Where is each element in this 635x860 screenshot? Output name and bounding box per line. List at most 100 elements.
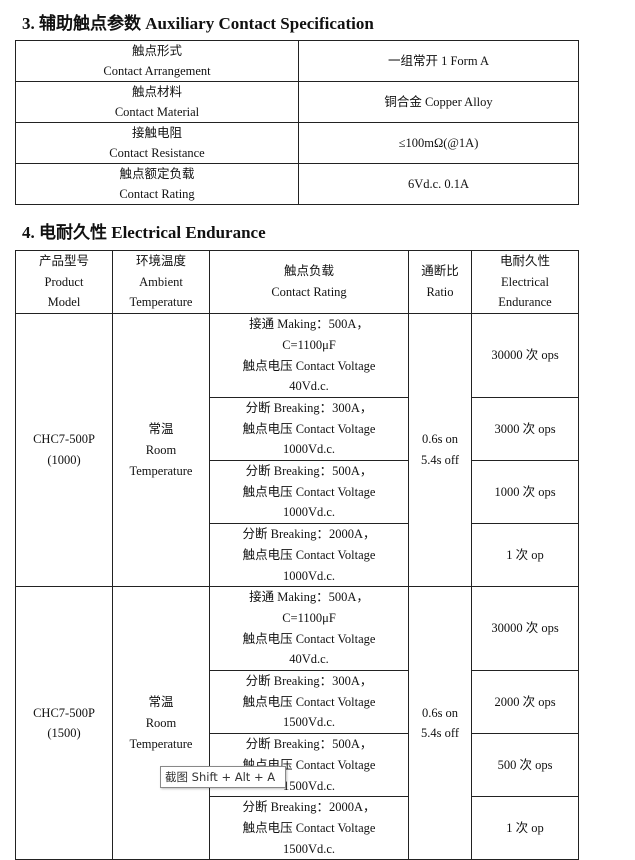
table-row: 分断 Breaking：300A， 触点电压 Contact Voltage 150… [16,670,579,735]
ambient-temperature-line: Temperature [129,463,193,478]
product-model-line: (1000) [47,453,81,468]
contact-rating-line: 1000Vd.c. [282,442,336,457]
ambient-temperature-line: Room [145,715,177,730]
table-row: 触点材料 Contact Material 铜合金 Copper Alloy [15,81,579,123]
spec-label: 接触电阻 Contact Resistance [15,122,299,164]
contact-rating: 接通 Making：500A， C=1100μF 触点电压 Contact Volt… [209,586,409,672]
column-header-line: Ambient [139,274,183,289]
contact-rating-line: 1000Vd.c. [282,568,336,583]
electrical-endurance: 1 次 op [471,523,579,588]
column-header: 电耐久性 Electrical Endurance [471,249,579,315]
column-header-line: Temperature [129,295,193,310]
product-model-line: (1500) [47,726,81,741]
table-row: CHC7-500P (1000) 常温 Room Temperature 接通 Makin… [15,313,579,588]
screenshot-tooltip: 截图 Shift + Alt + A [160,766,286,788]
product-model: CHC7-500P (1000) [15,313,113,588]
contact-rating-line: 接通 Making：500A， [249,590,369,605]
table-row: 分断 Breaking：2000A， 触点电压 Contact Voltage 10… [16,523,579,588]
table-row: 触点形式 Contact Arrangement 一组常开 1 Form A [15,40,579,82]
contact-rating-line: 触点电压 Contact Voltage [242,421,376,436]
contact-rating: 分断 Breaking：500A， 触点电压 Contact Voltage 100… [209,460,409,525]
spec-value: ≤100mΩ(@1A) [298,122,579,164]
ratio-line: 0.6s on [421,705,459,720]
contact-rating-line: 分断 Breaking：500A， [245,464,373,479]
ratio-line: 5.4s off [421,453,459,468]
electrical-endurance-table: 产品型号 Product Model 环境温度 Ambient Temperature 触点… [15,249,579,860]
contact-rating: 分断 Breaking：500A， 触点电压 Contact Voltage 150… [209,733,409,798]
section-3-title: 3. 辅助触点参数 Auxiliary Contact Specificatio… [22,14,374,33]
electrical-endurance: 1000 次 ops [471,460,579,525]
ratio: 0.6s on 5.4s off [408,586,472,860]
contact-rating-line: 1000Vd.c. [282,505,336,520]
ambient-temperature-line: Room [145,442,177,457]
ambient-temperature: 常温 Room Temperature [112,313,210,588]
table-row: 接触电阻 Contact Resistance ≤100mΩ(@1A) [15,122,579,164]
contact-rating-line: 40Vd.c. [289,652,329,667]
section-4-title: 4. 电耐久性 Electrical Endurance [22,223,266,242]
column-header: 环境温度 Ambient Temperature [112,249,210,315]
column-header: 触点负载 Contact Rating [209,249,409,315]
contact-rating-line: 分断 Breaking：2000A， [242,527,376,542]
spec-value: 一组常开 1 Form A [298,40,579,82]
spec-label: 触点形式 Contact Arrangement [15,40,299,82]
contact-rating: 分断 Breaking：300A， 触点电压 Contact Voltage 150… [209,670,409,735]
electrical-endurance: 500 次 ops [471,733,579,798]
column-header: 产品型号 Product Model [15,249,113,315]
electrical-endurance: 3000 次 ops [471,396,579,462]
contact-rating-line: 触点电压 Contact Voltage [242,484,376,499]
column-header-line: Endurance [498,295,552,310]
table-row: 触点额定负载 Contact Rating 6Vd.c. 0.1A [15,163,579,205]
contact-rating: 分断 Breaking：300A， 触点电压 Contact Voltage 100… [209,396,409,462]
spec-value: 6Vd.c. 0.1A [298,163,579,205]
contact-rating: 接通 Making：500A， C=1100μF 触点电压 Contact Volt… [209,313,409,398]
contact-rating-line: 分断 Breaking：2000A， [242,800,376,815]
label-cn: 触点材料 [131,85,182,99]
product-model-line: CHC7-500P [33,705,95,720]
label-cn: 触点形式 [131,44,182,58]
contact-rating-line: 触点电压 Contact Voltage [242,694,376,709]
product-model: CHC7-500P (1500) [15,586,113,860]
ratio: 0.6s on 5.4s off [408,313,472,588]
electrical-endurance: 1 次 op [471,796,579,860]
electrical-endurance: 30000 次 ops [471,313,579,398]
column-header-line: 通断比 [421,264,459,279]
column-header: 通断比 Ratio [408,249,472,315]
column-header-line: 电耐久性 [499,254,550,268]
ambient-temperature-line: Temperature [129,736,193,751]
column-header-line: Ratio [426,285,454,300]
ratio-line: 5.4s off [421,726,459,741]
label-en: Contact Resistance [109,146,205,160]
column-header-line: Product [44,274,84,289]
ambient-temperature: 常温 Room Temperature [112,586,210,860]
contact-rating-line: 分断 Breaking：300A， [245,674,373,689]
contact-rating-line: 分断 Breaking：300A， [245,400,373,415]
contact-rating-line: 触点电压 Contact Voltage [242,358,376,373]
label-en: Contact Material [114,105,200,119]
table-row: CHC7-500P (1500) 常温 Room Temperature 接通 Makin… [15,586,579,860]
contact-rating-line: 1500Vd.c. [282,715,336,730]
table-row: 分断 Breaking：300A， 触点电压 Contact Voltage 100… [16,396,579,462]
contact-rating-line: 接通 Making：500A， [249,317,369,332]
table-row: 分断 Breaking：500A， 触点电压 Contact Voltage 100… [16,460,579,525]
contact-rating-line: 1500Vd.c. [282,841,336,856]
ambient-temperature-line: 常温 [148,422,174,437]
column-header-line: 环境温度 [135,254,186,268]
spec-value: 铜合金 Copper Alloy [298,81,579,123]
column-header-line: Electrical [501,274,549,289]
table-row: 分断 Breaking：500A， 触点电压 Contact Voltage 150… [16,733,579,798]
contact-rating-line: 触点电压 Contact Voltage [242,631,376,646]
contact-rating-line: 1500Vd.c. [282,778,336,793]
column-header-line: 产品型号 [38,254,89,268]
label-cn: 触点额定负载 [119,167,195,181]
label-en: Contact Rating [119,187,195,201]
column-header-line: 触点负载 [283,264,334,279]
ambient-temperature-line: 常温 [148,695,174,710]
column-header-line: Contact Rating [271,285,347,300]
contact-rating-line: C=1100μF [282,337,336,352]
auxiliary-contact-table: 触点形式 Contact Arrangement 一组常开 1 Form A 触点材料… [15,40,579,205]
label-cn: 接触电阻 [131,126,182,140]
contact-rating: 分断 Breaking：2000A， 触点电压 Contact Voltage 15… [209,796,409,860]
header-row: 产品型号 Product Model 环境温度 Ambient Temperature 触点… [15,249,579,315]
contact-rating-line: 分断 Breaking：500A， [245,737,373,752]
contact-rating-line: C=1100μF [282,610,336,625]
